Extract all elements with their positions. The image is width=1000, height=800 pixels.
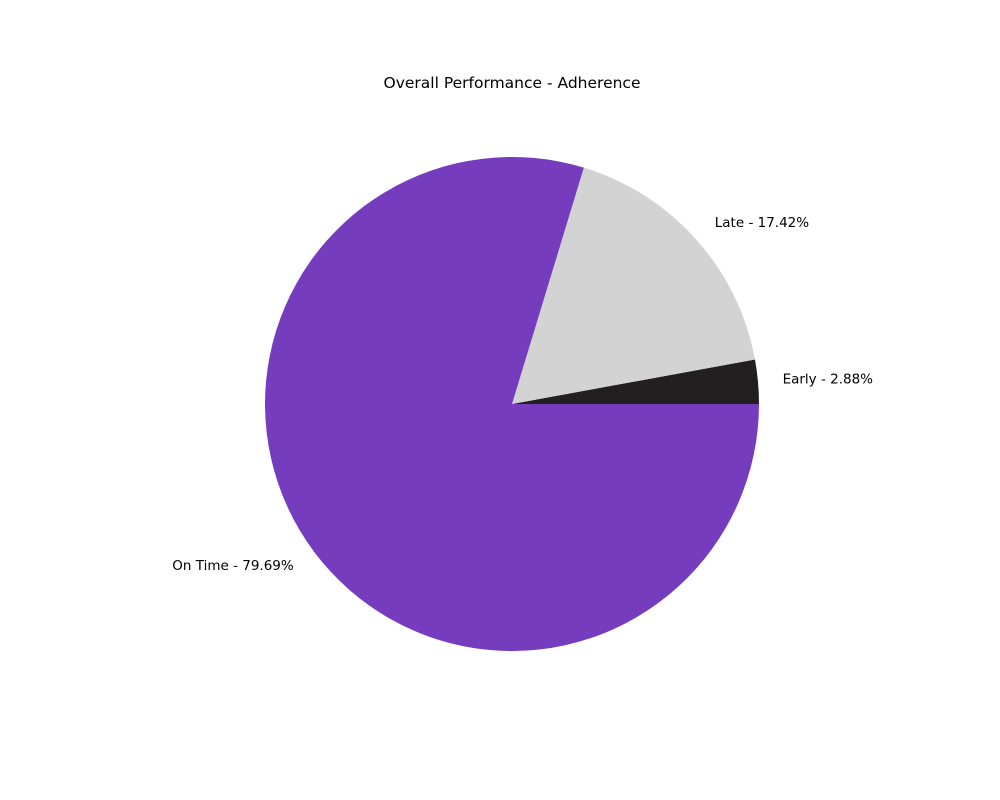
pie-label-early: Early - 2.88% — [783, 371, 874, 387]
pie-slice-late — [512, 167, 755, 404]
pie-label-on-time: On Time - 79.69% — [172, 558, 294, 574]
chart-title: Overall Performance - Adherence — [384, 74, 641, 92]
pie-slices — [265, 156, 759, 652]
pie-slice-early — [512, 359, 759, 404]
pie-label-late: Late - 17.42% — [715, 215, 809, 231]
pie-labels: Early - 2.88% Late - 17.42% On Time - 79.6… — [172, 215, 873, 574]
pie-slice-on-time — [265, 156, 759, 652]
